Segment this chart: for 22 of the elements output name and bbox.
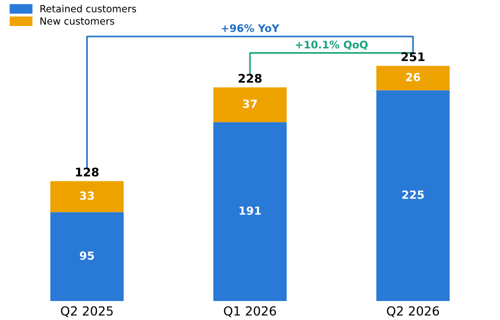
bar	[376, 90, 450, 302]
bar	[50, 181, 124, 212]
data-label: 95	[80, 251, 94, 260]
data-label: 33	[80, 191, 94, 200]
total-label: 128	[76, 168, 99, 177]
legend-label: Retained customers	[40, 4, 136, 12]
data-label: 37	[243, 100, 257, 108]
total-label: 251	[402, 52, 425, 62]
bar	[213, 122, 287, 302]
x-tick-label: Q2 2026	[386, 306, 439, 318]
text: +96% YoY	[222, 24, 280, 32]
x-tick-label: Q2 2025	[60, 306, 113, 318]
legend-label: New customers	[40, 17, 114, 25]
x-tick-label: Q1 2026	[224, 306, 276, 318]
total-label: 228	[238, 74, 262, 83]
text: +10.1% QoQ	[296, 40, 368, 50]
data-label: 191	[240, 206, 261, 215]
data-label: 225	[402, 190, 424, 199]
bar	[376, 66, 450, 90]
bar	[213, 87, 287, 122]
data-label: 26	[406, 72, 420, 82]
bar	[50, 212, 124, 302]
